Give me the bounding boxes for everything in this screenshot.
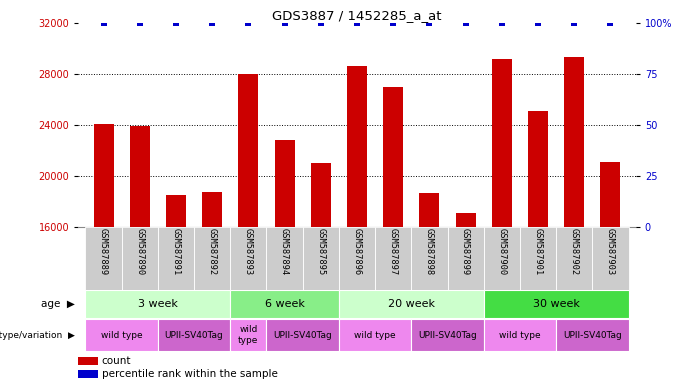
Bar	[202, 192, 222, 227]
Text: GSM587896: GSM587896	[352, 228, 362, 276]
Bar	[311, 163, 330, 227]
Text: 30 week: 30 week	[532, 299, 579, 310]
Text: age  ▶: age ▶	[41, 299, 75, 310]
Bar	[86, 319, 158, 351]
Bar	[158, 319, 231, 351]
Bar	[166, 195, 186, 227]
Bar	[122, 227, 158, 290]
Text: GSM587902: GSM587902	[570, 228, 579, 276]
Bar	[86, 227, 122, 290]
Point	[135, 20, 146, 26]
Point	[279, 20, 290, 26]
Point	[243, 20, 254, 26]
Point	[460, 20, 471, 26]
Bar	[347, 66, 367, 227]
Text: GSM587894: GSM587894	[280, 228, 289, 276]
Title: GDS3887 / 1452285_a_at: GDS3887 / 1452285_a_at	[272, 9, 442, 22]
Bar	[158, 227, 194, 290]
Text: GSM587897: GSM587897	[389, 228, 398, 276]
Bar	[267, 319, 339, 351]
Bar	[600, 162, 620, 227]
Point	[316, 20, 326, 26]
Point	[207, 20, 218, 26]
Text: UPII-SV40Tag: UPII-SV40Tag	[165, 331, 224, 339]
Text: wild
type: wild type	[238, 325, 258, 345]
Bar	[411, 227, 447, 290]
Bar	[231, 227, 267, 290]
Bar	[303, 227, 339, 290]
Bar	[194, 227, 231, 290]
Bar	[375, 227, 411, 290]
Point	[424, 20, 435, 26]
Bar	[275, 140, 294, 227]
Bar	[86, 291, 231, 318]
Text: GSM587895: GSM587895	[316, 228, 325, 276]
Text: UPII-SV40Tag: UPII-SV40Tag	[273, 331, 332, 339]
Bar	[556, 319, 628, 351]
Bar	[339, 319, 411, 351]
Bar	[339, 291, 483, 318]
Bar	[130, 126, 150, 227]
Text: GSM587893: GSM587893	[244, 228, 253, 276]
Bar	[411, 319, 483, 351]
Bar	[231, 291, 339, 318]
Text: GSM587900: GSM587900	[497, 228, 507, 276]
Text: GSM587899: GSM587899	[461, 228, 470, 276]
Bar	[267, 227, 303, 290]
Point	[352, 20, 362, 26]
Bar	[239, 74, 258, 227]
Point	[605, 20, 616, 26]
Bar	[94, 124, 114, 227]
Bar	[78, 370, 99, 378]
Bar	[592, 227, 628, 290]
Text: GSM587898: GSM587898	[425, 228, 434, 276]
Text: percentile rank within the sample: percentile rank within the sample	[101, 369, 277, 379]
Bar	[384, 87, 403, 227]
Bar	[483, 319, 556, 351]
Bar	[420, 194, 439, 227]
Bar	[556, 227, 592, 290]
Point	[388, 20, 398, 26]
Text: wild type: wild type	[354, 331, 396, 339]
Text: UPII-SV40Tag: UPII-SV40Tag	[563, 331, 622, 339]
Point	[532, 20, 543, 26]
Text: wild type: wild type	[101, 331, 143, 339]
Text: wild type: wild type	[499, 331, 541, 339]
Bar	[483, 291, 628, 318]
Point	[171, 20, 182, 26]
Text: GSM587889: GSM587889	[99, 228, 108, 276]
Text: GSM587903: GSM587903	[606, 228, 615, 276]
Text: GSM587892: GSM587892	[207, 228, 217, 276]
Bar	[483, 227, 520, 290]
Text: 20 week: 20 week	[388, 299, 435, 310]
Bar	[231, 319, 267, 351]
Point	[568, 20, 579, 26]
Bar	[456, 213, 475, 227]
Text: 3 week: 3 week	[138, 299, 177, 310]
Text: count: count	[101, 356, 131, 366]
Bar	[447, 227, 483, 290]
Bar	[339, 227, 375, 290]
Text: UPII-SV40Tag: UPII-SV40Tag	[418, 331, 477, 339]
Point	[98, 20, 109, 26]
Point	[496, 20, 507, 26]
Text: GSM587901: GSM587901	[534, 228, 543, 276]
Bar	[564, 57, 584, 227]
Text: genotype/variation  ▶: genotype/variation ▶	[0, 331, 75, 339]
Text: 6 week: 6 week	[265, 299, 305, 310]
Text: GSM587891: GSM587891	[171, 228, 180, 276]
Text: GSM587890: GSM587890	[135, 228, 144, 276]
Bar	[520, 227, 556, 290]
Bar	[492, 59, 512, 227]
Bar	[78, 357, 99, 365]
Bar	[528, 111, 548, 227]
